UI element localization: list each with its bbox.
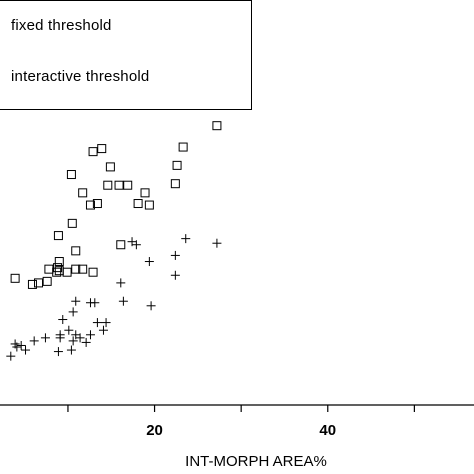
interactive-threshold-point <box>68 307 78 317</box>
fixed-threshold-point <box>53 231 63 241</box>
interactive-threshold-point <box>16 340 26 350</box>
fixed-threshold-point <box>34 278 44 288</box>
fixed-threshold-point <box>103 180 113 190</box>
fixed-threshold-point <box>44 264 54 274</box>
fixed-threshold-point <box>178 142 188 152</box>
fixed-threshold-point <box>54 266 64 276</box>
legend-entry-interactive-threshold: interactive threshold <box>11 68 150 85</box>
fixed-threshold-point <box>27 279 37 289</box>
fixed-threshold-point <box>53 263 63 273</box>
fixed-threshold-point <box>78 188 88 198</box>
fixed-threshold-point <box>10 273 20 283</box>
interactive-threshold-point <box>170 250 180 260</box>
fixed-threshold-point <box>54 257 64 267</box>
fixed-threshold-point <box>170 179 180 189</box>
interactive-threshold-point <box>170 270 180 280</box>
interactive-threshold-point <box>212 238 222 248</box>
fixed-threshold-point <box>85 200 95 210</box>
fixed-threshold-point <box>62 267 72 277</box>
interactive-threshold-point <box>6 351 16 361</box>
interactive-threshold-point <box>55 333 65 343</box>
interactive-threshold-point <box>10 339 20 349</box>
interactive-threshold-point <box>118 296 128 306</box>
interactive-threshold-point <box>64 325 74 335</box>
fixed-threshold-point <box>92 199 102 209</box>
interactive-threshold-point <box>116 278 126 288</box>
legend-entry-fixed-threshold: fixed threshold <box>11 17 112 34</box>
interactive-threshold-point <box>181 234 191 244</box>
fixed-threshold-point <box>144 200 154 210</box>
fixed-threshold-point <box>97 144 107 154</box>
interactive-threshold-point <box>58 315 68 325</box>
interactive-threshold-point <box>92 318 102 328</box>
fixed-threshold-point <box>105 162 115 172</box>
fixed-threshold-point <box>66 170 76 180</box>
interactive-threshold-point <box>81 337 91 347</box>
fixed-threshold-point <box>172 160 182 170</box>
interactive-threshold-point <box>101 318 111 328</box>
fixed-threshold-point <box>123 180 133 190</box>
fixed-threshold-point <box>71 264 81 274</box>
interactive-threshold-point <box>53 347 63 357</box>
interactive-threshold-point <box>127 237 137 247</box>
fixed-threshold-point <box>71 246 81 256</box>
interactive-threshold-point <box>144 257 154 267</box>
x-tick-label: 20 <box>146 422 163 439</box>
interactive-threshold-point <box>40 333 50 343</box>
fixed-threshold-point <box>52 267 62 277</box>
interactive-threshold-point <box>146 301 156 311</box>
interactive-threshold-point <box>68 336 78 346</box>
x-tick-labels: 20 40 <box>146 422 336 439</box>
plot-markers <box>6 121 222 361</box>
interactive-threshold-point <box>66 345 76 355</box>
fixed-threshold-point <box>116 240 126 250</box>
fixed-threshold-point <box>114 180 124 190</box>
interactive-threshold-point <box>29 336 39 346</box>
interactive-threshold-point <box>71 296 81 306</box>
x-axis <box>0 404 474 412</box>
fixed-threshold-point <box>133 199 143 209</box>
fixed-threshold-point <box>140 188 150 198</box>
fixed-threshold-point <box>78 264 88 274</box>
fixed-threshold-point <box>88 147 98 157</box>
x-tick-label: 40 <box>319 422 336 439</box>
legend: fixed threshold interactive threshold <box>0 0 252 110</box>
interactive-threshold-point <box>98 325 108 335</box>
interactive-threshold-point <box>21 345 31 355</box>
fixed-threshold-point <box>42 276 52 286</box>
x-axis-title: INT-MORPH AREA% <box>185 453 327 470</box>
fixed-threshold-point <box>88 267 98 277</box>
interactive-threshold-point <box>75 333 85 343</box>
interactive-threshold-point <box>85 298 95 308</box>
fixed-threshold-point <box>212 121 222 131</box>
fixed-threshold-point <box>67 218 77 228</box>
interactive-threshold-point <box>85 330 95 340</box>
